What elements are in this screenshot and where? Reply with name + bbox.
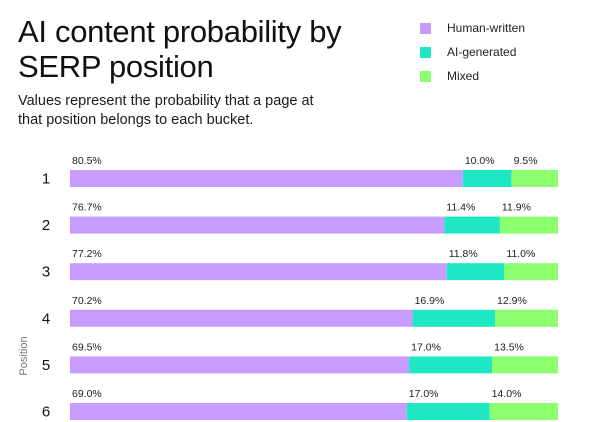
- legend-item-mixed: Mixed: [420, 64, 525, 88]
- position-label-5: 5: [42, 357, 50, 374]
- legend-swatch-human: [420, 22, 431, 34]
- bar-mixed-position-5: [492, 356, 558, 374]
- bar-ai-position-3: [446, 263, 505, 281]
- bar-human-position-6: [70, 403, 407, 420]
- legend-label-human: Human-written: [447, 21, 526, 35]
- bar-ai-position-6: [406, 403, 490, 420]
- legend-item-human: Human-written: [420, 16, 525, 40]
- data-label-ai-position-2: 11.4%: [446, 202, 475, 214]
- bar-human-position-4: [70, 309, 413, 327]
- data-label-ai-position-1: 10.0%: [465, 155, 495, 167]
- data-label-ai-position-6: 17.0%: [409, 388, 439, 400]
- data-label-ai-position-3: 11.8%: [449, 248, 478, 260]
- position-label-4: 4: [42, 310, 50, 327]
- data-label-mixed-position-6: 14.0%: [492, 388, 522, 400]
- position-label-2: 2: [42, 217, 50, 234]
- chart-title: AI content probability by SERP position: [18, 14, 342, 84]
- legend: Human-written AI-generated Mixed: [420, 16, 525, 88]
- bar-human-position-1: [70, 170, 463, 187]
- data-label-human-position-5: 69.5%: [72, 341, 102, 353]
- data-label-human-position-2: 76.7%: [72, 202, 102, 214]
- data-label-ai-position-4: 16.9%: [415, 295, 445, 307]
- data-label-mixed-position-1: 9.5%: [514, 155, 538, 167]
- bar-human-position-5: [70, 356, 410, 374]
- bar-human-position-3: [70, 263, 447, 281]
- bar-ai-position-4: [412, 309, 496, 327]
- bar-mixed-position-1: [511, 170, 558, 187]
- position-label-6: 6: [42, 404, 50, 421]
- bar-human-position-2: [70, 216, 445, 234]
- data-label-mixed-position-2: 11.9%: [502, 202, 531, 214]
- data-label-human-position-6: 69.0%: [72, 388, 102, 400]
- data-label-human-position-3: 77.2%: [72, 248, 102, 260]
- legend-label-mixed: Mixed: [447, 69, 480, 83]
- data-label-human-position-4: 70.2%: [72, 295, 102, 307]
- legend-item-ai: AI-generated: [420, 40, 525, 64]
- data-label-mixed-position-4: 12.9%: [497, 295, 527, 307]
- chart-subtitle: Values represent the probability that a …: [18, 93, 314, 128]
- position-label-1: 1: [42, 171, 50, 188]
- position-label-3: 3: [42, 264, 50, 281]
- bar-ai-position-1: [462, 170, 512, 187]
- data-label-human-position-1: 80.5%: [72, 155, 102, 167]
- bar-mixed-position-4: [495, 309, 558, 327]
- bar-mixed-position-3: [504, 263, 558, 281]
- bar-ai-position-2: [444, 216, 500, 234]
- legend-label-ai: AI-generated: [447, 45, 517, 59]
- data-label-mixed-position-3: 11.0%: [506, 248, 535, 260]
- bar-mixed-position-2: [499, 216, 558, 234]
- data-label-ai-position-5: 17.0%: [411, 341, 441, 353]
- bar-mixed-position-6: [489, 403, 558, 420]
- legend-swatch-ai: [420, 46, 431, 58]
- legend-swatch-mixed: [420, 70, 431, 82]
- bar-ai-position-5: [409, 356, 493, 374]
- data-label-mixed-position-5: 13.5%: [494, 341, 524, 353]
